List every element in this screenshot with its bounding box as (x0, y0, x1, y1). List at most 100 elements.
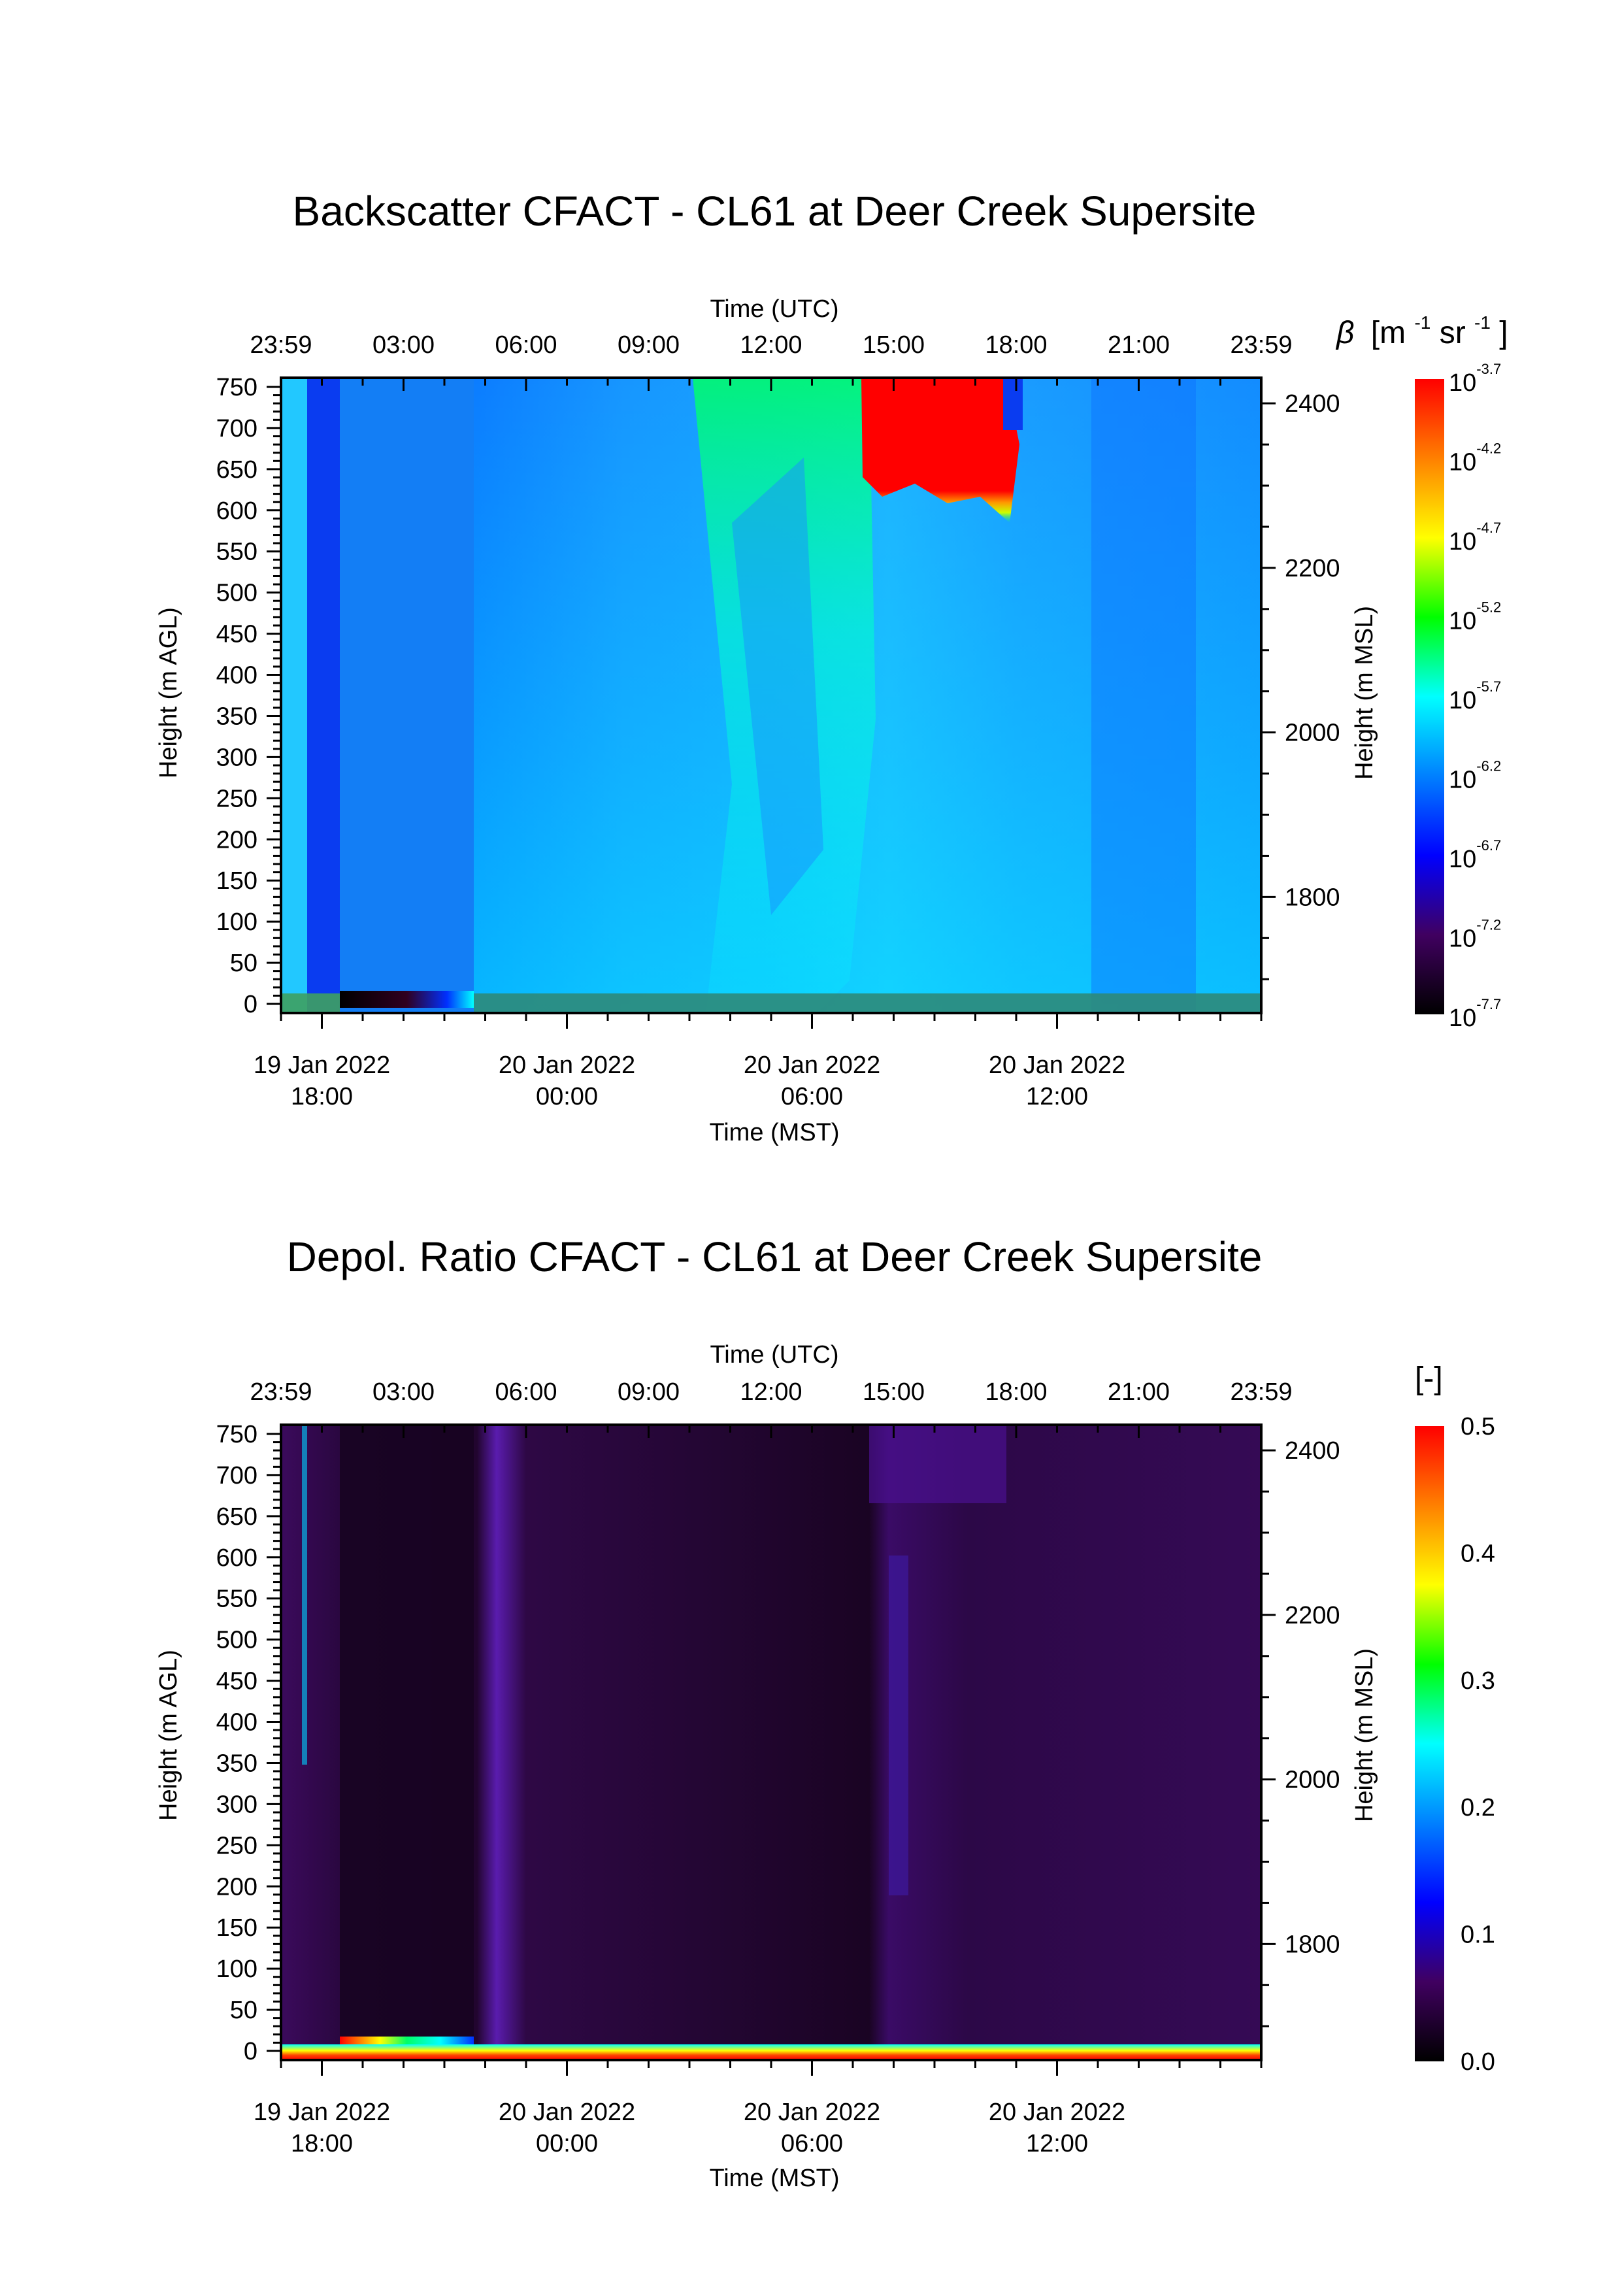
bottom-axis-label: Time (MST) (709, 1119, 839, 1146)
left-axis-tick-label: 650 (216, 1503, 257, 1531)
heatmap-upper-patch (869, 1425, 1006, 1503)
top-axis-tick-label: 23:59 (1230, 1378, 1292, 1406)
colorbar-tick-label: 0.0 (1461, 2048, 1495, 2076)
bottom-axis-date-label: 20 Jan 2022 (989, 1052, 1125, 1079)
left-axis-tick-label: 250 (216, 1832, 257, 1859)
colorbar-tick-label: 0.5 (1461, 1413, 1495, 1440)
right-axis-tick-label: 2400 (1285, 390, 1340, 418)
bottom-axis-time-label: 18:00 (291, 2130, 353, 2157)
colorbar (1415, 379, 1444, 1014)
heatmap-field (281, 1425, 1261, 2060)
top-axis-tick-label: 18:00 (985, 331, 1047, 359)
left-axis-tick-label: 0 (244, 2038, 257, 2065)
top-axis-tick-label: 21:00 (1108, 1378, 1170, 1406)
heatmap-mid-streak (889, 1556, 908, 1895)
bottom-axis-date-label: 20 Jan 2022 (744, 1052, 880, 1079)
heatmap-surface-layer (474, 993, 1261, 1013)
left-axis-tick-label: 0 (244, 991, 257, 1018)
right-axis-label: Height (m MSL) (1351, 1648, 1378, 1822)
colorbar-ticks: 0.5 0.4 0.3 0.2 0.1 0.0 (1461, 1413, 1495, 2076)
left-axis-tick-label: 750 (216, 1421, 257, 1448)
colorbar-label: [-] (1415, 1361, 1443, 1396)
backscatter-panel: Backscatter CFACT - CL61 at Deer Creek S… (155, 188, 1508, 1146)
right-axis-tick-label: 2200 (1285, 1602, 1340, 1629)
top-axis-tick-label: 15:00 (863, 331, 925, 359)
right-axis-tick-label: 1800 (1285, 884, 1340, 911)
heatmap-dark-column (307, 378, 340, 1013)
colorbar-tick-label: 10-4.2 (1449, 441, 1501, 476)
left-axis-label: Height (m AGL) (155, 607, 182, 778)
left-axis-tick-label: 450 (216, 1668, 257, 1695)
bottom-axis-time-label: 06:00 (781, 1083, 843, 1110)
heatmap-dark-block (340, 1425, 474, 2060)
right-axis-label: Height (m MSL) (1351, 606, 1378, 780)
colorbar-tick-label: 0.2 (1461, 1794, 1495, 1822)
left-axis-tick-label: 50 (230, 950, 257, 977)
top-axis-tick-label: 21:00 (1108, 331, 1170, 359)
left-axis-tick-label: 250 (216, 785, 257, 812)
bottom-axis-date-label: 19 Jan 2022 (254, 1052, 390, 1079)
left-axis-tick-label: 700 (216, 415, 257, 442)
left-axis-tick-label: 150 (216, 1914, 257, 1942)
top-axis-tick-label: 12:00 (740, 331, 802, 359)
left-axis-tick-label: 400 (216, 1709, 257, 1737)
colorbar-tick-label: 10-6.2 (1449, 758, 1501, 794)
heatmap-stable-block (340, 378, 474, 1013)
colorbar-tick-label: 10-6.7 (1449, 837, 1501, 873)
bottom-axis-date-label: 20 Jan 2022 (499, 2099, 635, 2126)
bottom-axis-time-label: 06:00 (781, 2130, 843, 2157)
right-axis-tick-label: 2000 (1285, 720, 1340, 747)
bottom-axis-date-label: 20 Jan 2022 (499, 1052, 635, 1079)
bottom-axis-time-label: 12:00 (1026, 1083, 1088, 1110)
heatmap-surface-layer (281, 2044, 1261, 2060)
top-axis-tick-label: 23:59 (250, 331, 312, 359)
left-axis-label: Height (m AGL) (155, 1650, 182, 1821)
left-axis-tick-label: 400 (216, 662, 257, 690)
left-axis-tick-label: 300 (216, 744, 257, 771)
top-axis-tick-label: 06:00 (495, 331, 557, 359)
top-axis-tick-label: 03:00 (372, 331, 435, 359)
heatmap-right-streaks (1091, 378, 1196, 1013)
top-axis-tick-label: 18:00 (985, 1378, 1047, 1406)
colorbar-tick-label: 10-3.7 (1449, 361, 1501, 397)
bottom-axis: 19 Jan 2022 18:00 20 Jan 2022 00:00 20 Jan 2… (254, 1013, 1263, 1110)
left-axis-tick-label: 600 (216, 497, 257, 525)
colorbar-tick-label: 10-7.7 (1449, 996, 1501, 1032)
left-axis-tick-label: 150 (216, 867, 257, 895)
right-axis-tick-label: 2200 (1285, 555, 1340, 582)
heatmap-surface-layer-left (281, 993, 340, 1013)
left-axis-tick-label: 550 (216, 1586, 257, 1613)
left-axis-tick-label: 700 (216, 1462, 257, 1489)
top-axis-tick-label: 23:59 (1230, 331, 1292, 359)
heatmap-surface-dark (340, 991, 474, 1008)
depol-ratio-panel: Depol. Ratio CFACT - CL61 at Deer Creek … (155, 1233, 1495, 2192)
top-axis-label: Time (UTC) (710, 1341, 839, 1369)
bottom-axis-date-label: 20 Jan 2022 (744, 2099, 880, 2126)
top-axis-tick-label: 03:00 (372, 1378, 435, 1406)
top-axis-label: Time (UTC) (710, 295, 839, 323)
bottom-axis-date-label: 19 Jan 2022 (254, 2099, 390, 2126)
top-axis: 23:59 03:00 06:00 09:00 12:00 15:00 18:00 21:00… (250, 1378, 1293, 1438)
top-axis-tick-label: 09:00 (618, 1378, 680, 1406)
left-axis-tick-label: 500 (216, 580, 257, 607)
left-axis-tick-label: 100 (216, 908, 257, 936)
left-axis-tick-label: 650 (216, 456, 257, 484)
chart-title: Backscatter CFACT - CL61 at Deer Creek S… (293, 188, 1257, 235)
colorbar-tick-label: 0.3 (1461, 1667, 1495, 1695)
colorbar-tick-label: 0.1 (1461, 1922, 1495, 1949)
colorbar-tick-label: 10-7.2 (1449, 917, 1501, 953)
left-axis-tick-label: 350 (216, 1750, 257, 1777)
left-axis-tick-label: 200 (216, 1873, 257, 1901)
left-axis-tick-label: 750 (216, 374, 257, 401)
top-axis-tick-label: 09:00 (618, 331, 680, 359)
bottom-axis-time-label: 18:00 (291, 1083, 353, 1110)
bottom-axis-time-label: 12:00 (1026, 2130, 1088, 2157)
left-axis-tick-label: 100 (216, 1955, 257, 1983)
top-axis-tick-label: 12:00 (740, 1378, 802, 1406)
bottom-axis-time-label: 00:00 (536, 1083, 598, 1110)
heatmap-cloud-gap (1003, 378, 1023, 430)
bottom-axis-time-label: 00:00 (536, 2130, 598, 2157)
heatmap-cloud (861, 378, 1019, 523)
